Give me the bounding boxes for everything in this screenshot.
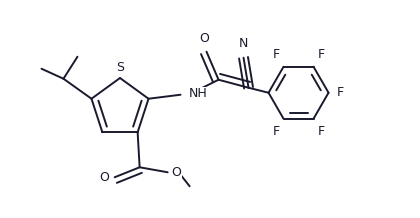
Text: O: O [99,171,109,184]
Text: NH: NH [189,87,207,100]
Text: F: F [273,125,280,138]
Text: F: F [318,125,325,138]
Text: S: S [116,61,124,74]
Text: F: F [318,48,325,61]
Text: O: O [200,32,210,45]
Text: F: F [273,48,280,61]
Text: N: N [239,37,248,50]
Text: F: F [336,86,344,99]
Text: O: O [172,166,181,179]
